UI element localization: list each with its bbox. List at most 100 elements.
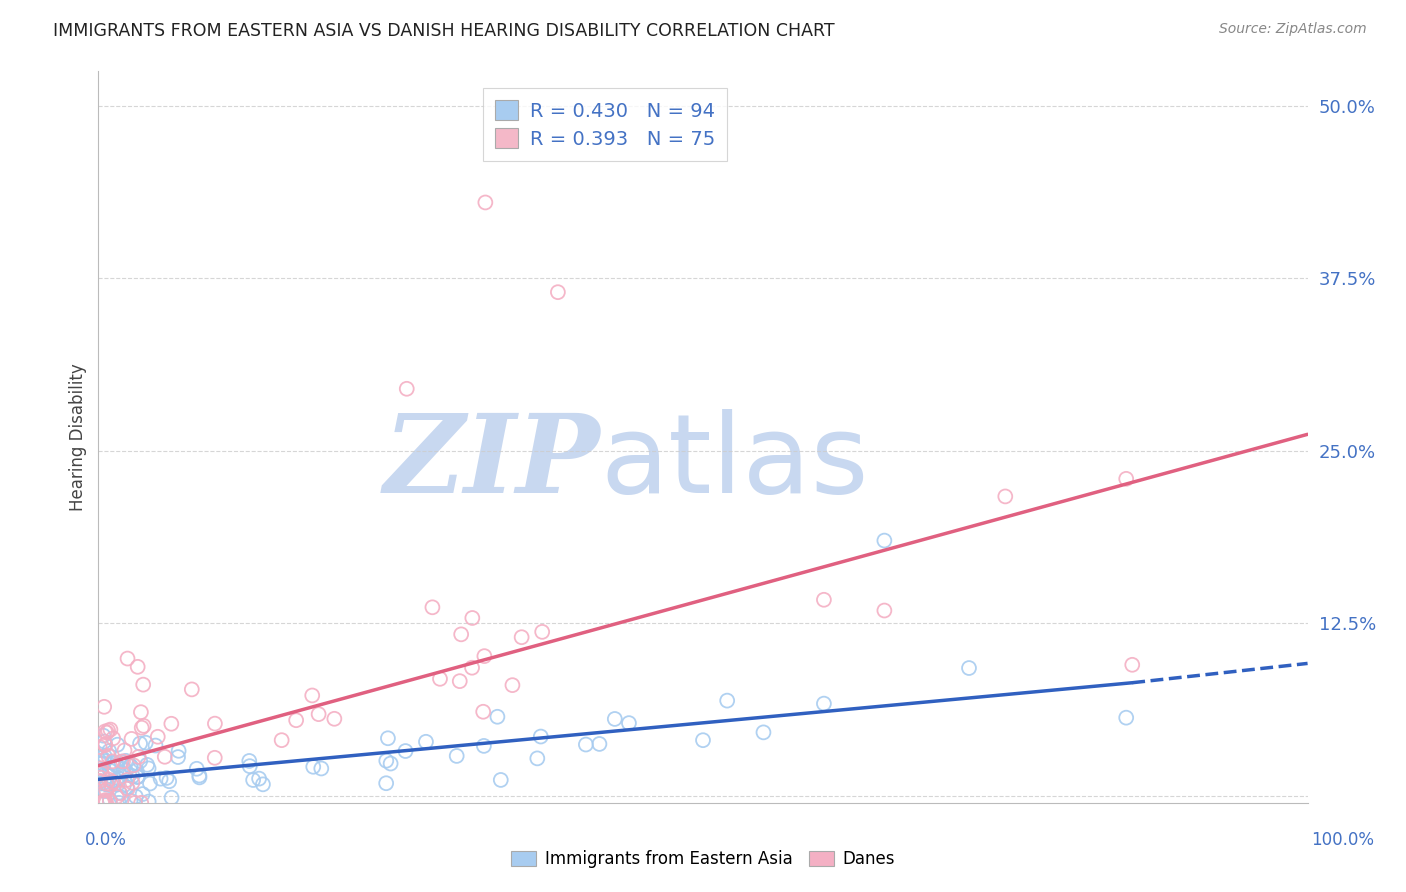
Point — [91, 796, 114, 810]
Point — [94, 737, 117, 751]
Point — [121, 776, 143, 790]
Point — [93, 749, 115, 764]
Point — [90, 756, 112, 771]
Point — [108, 796, 131, 810]
Point — [115, 780, 138, 795]
Point — [127, 770, 149, 784]
Point — [1121, 657, 1143, 672]
Point — [474, 195, 496, 210]
Point — [153, 749, 176, 764]
Point — [239, 759, 262, 773]
Point — [501, 678, 523, 692]
Point — [302, 760, 325, 774]
Point — [114, 743, 136, 757]
Point — [575, 738, 598, 752]
Point — [101, 755, 124, 769]
Point — [93, 699, 115, 714]
Point — [94, 784, 117, 798]
Point — [94, 793, 117, 807]
Point — [129, 796, 152, 810]
Point — [129, 705, 152, 719]
Point — [105, 759, 128, 773]
Point — [752, 725, 775, 739]
Point — [127, 770, 149, 784]
Point — [873, 533, 896, 548]
Point — [89, 774, 111, 789]
Point — [121, 769, 143, 783]
Point — [96, 777, 118, 791]
Point — [135, 736, 157, 750]
Point — [472, 739, 495, 753]
Point — [285, 713, 308, 727]
Point — [394, 744, 416, 758]
Point — [89, 765, 111, 780]
Point — [96, 725, 118, 739]
Point — [127, 660, 149, 674]
Point — [375, 754, 398, 768]
Point — [127, 770, 149, 784]
Point — [716, 693, 738, 707]
Point — [94, 738, 117, 752]
Point — [125, 764, 148, 778]
Point — [93, 753, 115, 767]
Point — [104, 757, 127, 772]
Point — [692, 733, 714, 747]
Text: Source: ZipAtlas.com: Source: ZipAtlas.com — [1219, 22, 1367, 37]
Point — [94, 724, 117, 739]
Point — [489, 772, 512, 787]
Point — [125, 789, 148, 804]
Point — [94, 777, 117, 791]
Point — [547, 285, 569, 300]
Point — [617, 716, 640, 731]
Point — [128, 749, 150, 764]
Point — [1115, 711, 1137, 725]
Point — [89, 771, 111, 785]
Point — [155, 771, 177, 785]
Point — [98, 793, 121, 807]
Text: IMMIGRANTS FROM EASTERN ASIA VS DANISH HEARING DISABILITY CORRELATION CHART: IMMIGRANTS FROM EASTERN ASIA VS DANISH H… — [53, 22, 835, 40]
Point — [160, 716, 183, 731]
Text: atlas: atlas — [600, 409, 869, 516]
Point — [167, 750, 190, 764]
Point — [375, 776, 398, 790]
Point — [270, 733, 292, 747]
Point — [93, 775, 115, 789]
Point — [380, 756, 402, 771]
Point — [450, 627, 472, 641]
Point — [186, 762, 208, 776]
Point — [114, 764, 136, 778]
Point — [122, 758, 145, 772]
Point — [204, 751, 226, 765]
Point — [131, 787, 153, 801]
Legend: Immigrants from Eastern Asia, Danes: Immigrants from Eastern Asia, Danes — [505, 844, 901, 875]
Point — [247, 772, 270, 786]
Point — [311, 762, 333, 776]
Point — [242, 772, 264, 787]
Point — [395, 382, 418, 396]
Point — [90, 761, 112, 775]
Point — [112, 778, 135, 792]
Point — [813, 592, 835, 607]
Point — [121, 731, 143, 746]
Point — [110, 790, 132, 805]
Point — [526, 751, 548, 765]
Point — [136, 757, 159, 772]
Y-axis label: Hearing Disability: Hearing Disability — [69, 363, 87, 511]
Point — [308, 707, 330, 722]
Point — [180, 682, 202, 697]
Point — [89, 777, 111, 791]
Text: 0.0%: 0.0% — [84, 831, 127, 849]
Point — [323, 712, 346, 726]
Point — [91, 768, 114, 782]
Point — [107, 738, 129, 752]
Point — [120, 794, 142, 808]
Point — [129, 737, 152, 751]
Point — [813, 697, 835, 711]
Point — [97, 772, 120, 787]
Point — [91, 796, 114, 810]
Point — [1115, 472, 1137, 486]
Point — [101, 774, 124, 789]
Point — [449, 674, 471, 689]
Point — [98, 769, 121, 783]
Point — [96, 777, 118, 791]
